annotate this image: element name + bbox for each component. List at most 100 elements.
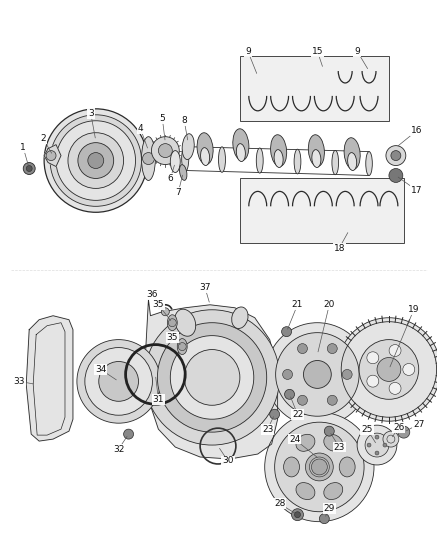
Circle shape bbox=[375, 451, 379, 455]
Ellipse shape bbox=[366, 151, 372, 175]
Circle shape bbox=[375, 435, 379, 439]
Circle shape bbox=[365, 433, 389, 457]
Circle shape bbox=[389, 344, 401, 357]
Ellipse shape bbox=[197, 133, 213, 165]
Ellipse shape bbox=[167, 315, 177, 330]
Text: 16: 16 bbox=[411, 126, 423, 135]
Circle shape bbox=[283, 369, 293, 379]
Circle shape bbox=[178, 343, 186, 351]
Ellipse shape bbox=[271, 135, 286, 166]
Text: 37: 37 bbox=[199, 284, 211, 293]
Text: 35: 35 bbox=[152, 300, 164, 309]
Circle shape bbox=[44, 109, 148, 212]
Ellipse shape bbox=[308, 135, 325, 166]
Text: 17: 17 bbox=[411, 186, 423, 195]
Ellipse shape bbox=[175, 309, 196, 336]
Bar bbox=[240, 56, 389, 121]
Circle shape bbox=[23, 163, 35, 174]
Circle shape bbox=[157, 322, 267, 432]
Text: 21: 21 bbox=[292, 300, 303, 309]
Circle shape bbox=[367, 443, 371, 447]
Text: 23: 23 bbox=[334, 442, 345, 451]
Circle shape bbox=[337, 318, 438, 421]
Circle shape bbox=[297, 344, 307, 353]
Text: 28: 28 bbox=[274, 499, 285, 508]
Text: 5: 5 bbox=[159, 114, 165, 123]
Text: 36: 36 bbox=[147, 290, 158, 300]
Circle shape bbox=[342, 369, 352, 379]
Circle shape bbox=[305, 453, 333, 481]
Circle shape bbox=[145, 310, 279, 445]
Text: 25: 25 bbox=[361, 425, 373, 434]
Text: 1: 1 bbox=[21, 143, 26, 152]
Text: 3: 3 bbox=[88, 109, 94, 118]
Circle shape bbox=[357, 425, 397, 465]
Circle shape bbox=[294, 512, 300, 518]
Text: 6: 6 bbox=[167, 174, 173, 183]
Ellipse shape bbox=[232, 307, 248, 328]
Text: 4: 4 bbox=[138, 124, 143, 133]
Circle shape bbox=[168, 319, 176, 327]
Text: 9: 9 bbox=[245, 46, 251, 55]
Ellipse shape bbox=[182, 146, 189, 172]
Circle shape bbox=[270, 409, 279, 419]
Circle shape bbox=[124, 429, 134, 439]
Circle shape bbox=[184, 350, 240, 405]
Ellipse shape bbox=[348, 152, 357, 171]
Circle shape bbox=[389, 168, 403, 182]
Ellipse shape bbox=[182, 134, 194, 159]
Circle shape bbox=[77, 340, 160, 423]
Ellipse shape bbox=[219, 147, 226, 172]
Circle shape bbox=[78, 143, 114, 179]
Circle shape bbox=[403, 364, 415, 375]
Circle shape bbox=[282, 327, 292, 337]
Ellipse shape bbox=[141, 136, 155, 181]
Circle shape bbox=[88, 152, 104, 168]
Ellipse shape bbox=[237, 144, 245, 161]
Ellipse shape bbox=[170, 151, 180, 173]
Text: 20: 20 bbox=[324, 300, 335, 309]
Circle shape bbox=[367, 375, 379, 387]
Text: 18: 18 bbox=[333, 244, 345, 253]
Circle shape bbox=[152, 136, 179, 165]
Ellipse shape bbox=[177, 338, 187, 354]
Text: 33: 33 bbox=[14, 377, 25, 386]
Text: 2: 2 bbox=[40, 134, 46, 143]
Circle shape bbox=[297, 395, 307, 405]
Text: 15: 15 bbox=[311, 46, 323, 55]
Text: 32: 32 bbox=[113, 445, 124, 454]
Ellipse shape bbox=[256, 148, 263, 173]
Ellipse shape bbox=[180, 165, 187, 180]
Text: 23: 23 bbox=[262, 425, 273, 434]
Polygon shape bbox=[145, 300, 278, 459]
Polygon shape bbox=[44, 144, 61, 166]
Circle shape bbox=[99, 361, 138, 401]
Circle shape bbox=[398, 426, 410, 438]
Ellipse shape bbox=[283, 457, 300, 477]
Circle shape bbox=[56, 121, 135, 200]
Circle shape bbox=[276, 333, 359, 416]
Circle shape bbox=[142, 152, 155, 165]
Circle shape bbox=[324, 426, 334, 436]
Polygon shape bbox=[26, 316, 73, 441]
Circle shape bbox=[85, 348, 152, 415]
Text: 24: 24 bbox=[289, 434, 300, 443]
Text: 29: 29 bbox=[324, 504, 335, 513]
Ellipse shape bbox=[296, 434, 315, 451]
Circle shape bbox=[327, 395, 337, 405]
Circle shape bbox=[159, 144, 172, 158]
Ellipse shape bbox=[332, 150, 339, 175]
Text: 8: 8 bbox=[181, 116, 187, 125]
Circle shape bbox=[68, 133, 124, 188]
Circle shape bbox=[367, 352, 379, 364]
Text: 30: 30 bbox=[222, 456, 234, 465]
Circle shape bbox=[292, 508, 304, 521]
Ellipse shape bbox=[274, 150, 283, 167]
Text: 19: 19 bbox=[408, 305, 420, 314]
Text: 26: 26 bbox=[393, 423, 405, 432]
Ellipse shape bbox=[296, 482, 315, 499]
Circle shape bbox=[26, 166, 32, 172]
Ellipse shape bbox=[312, 150, 321, 167]
Circle shape bbox=[327, 344, 337, 353]
Text: 22: 22 bbox=[292, 410, 303, 419]
